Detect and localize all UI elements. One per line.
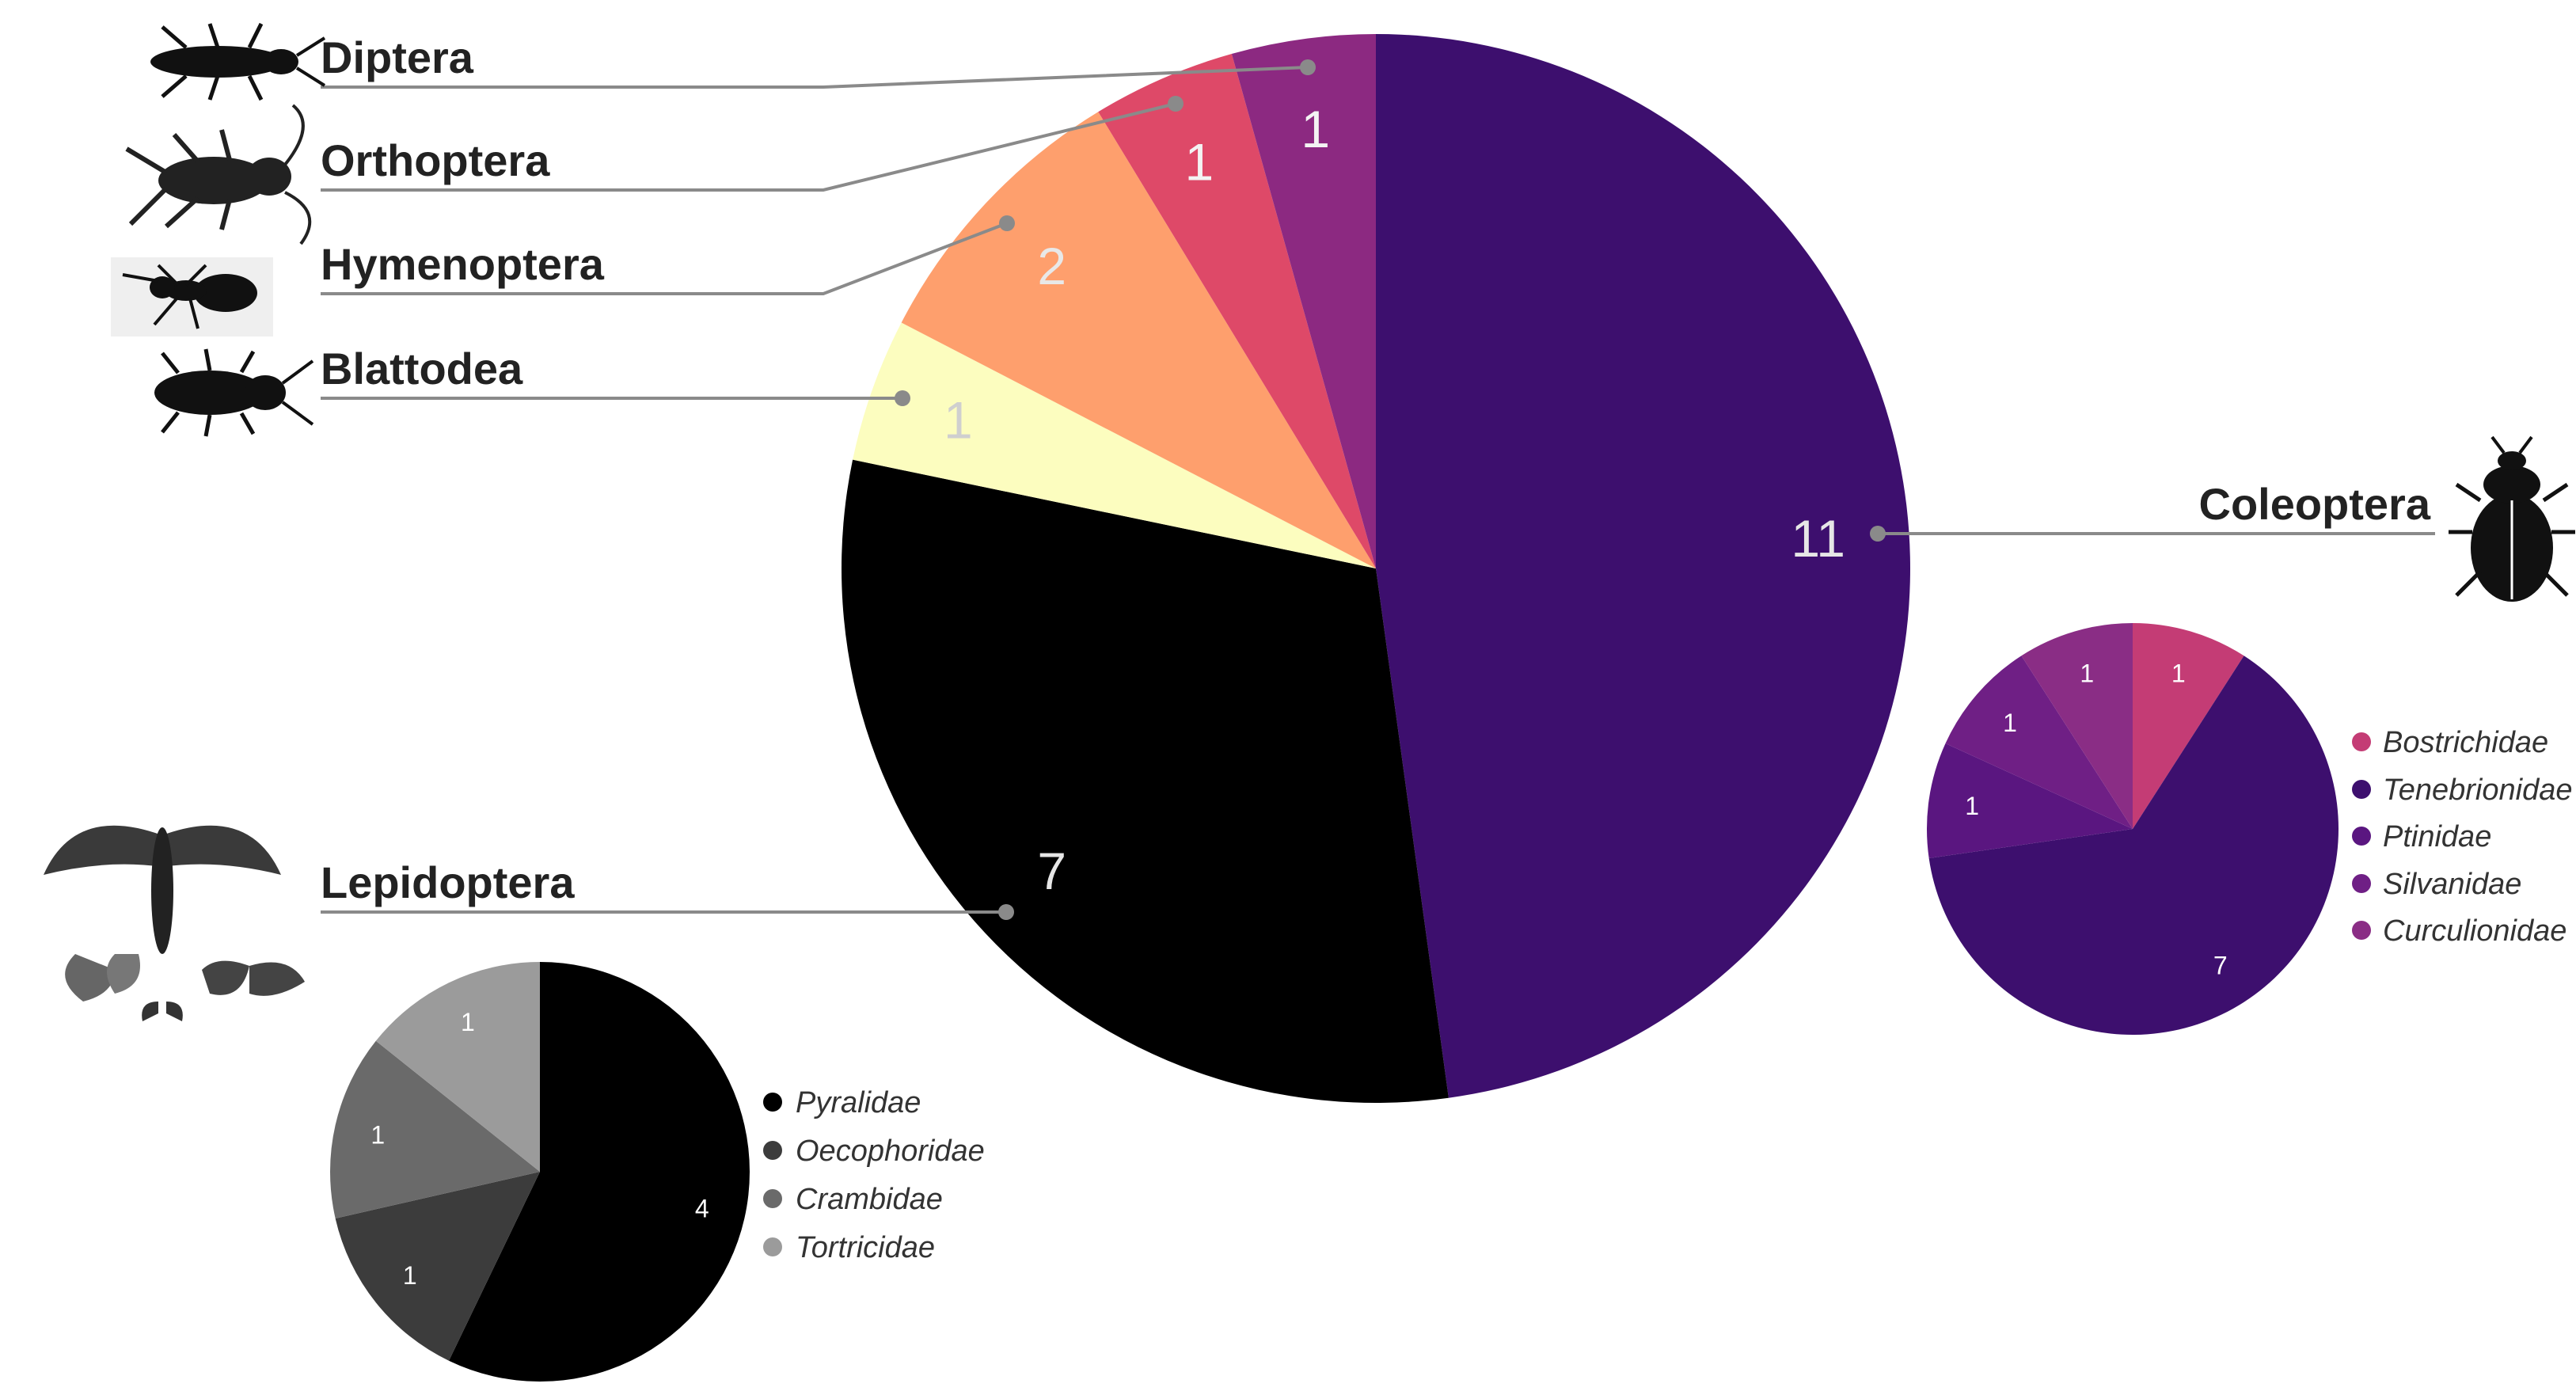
leader-dot-hymenoptera <box>999 215 1015 231</box>
lepidoptera-pie-slice-pyralidae <box>449 962 750 1382</box>
lepidoptera-pie-slice-crambidae <box>330 1040 540 1218</box>
legend-label-oecophoridae: Oecophoridae <box>796 1135 985 1168</box>
leader-orthoptera <box>321 102 1176 192</box>
main-pie-slice-coleoptera <box>1376 34 1911 1098</box>
order-label-orthoptera: Orthoptera <box>321 135 550 185</box>
legend-label-curculionidae: Curculionidae <box>2383 914 2567 948</box>
legend-label-crambidae: Crambidae <box>796 1183 943 1216</box>
lepidoptera-family-pie <box>330 962 750 1382</box>
coleoptera-pie-value-label-tenebrionidae: 7 <box>2213 951 2228 979</box>
moth-icon <box>44 825 305 1021</box>
order-label-diptera: Diptera <box>321 32 474 82</box>
coleoptera-family-legend: Bostrichidae Tenebrionidae Ptinidae Silv… <box>2352 726 2572 948</box>
leader-dot-coleoptera <box>1870 526 1886 542</box>
legend-label-pyralidae: Pyralidae <box>796 1086 921 1119</box>
main-pie-value-label-orthoptera: 1 <box>1185 132 1214 191</box>
legend-swatch-crambidae <box>763 1189 782 1208</box>
leader-dot-lepidoptera <box>998 904 1014 920</box>
legend-label-bostrichidae: Bostrichidae <box>2383 726 2548 759</box>
order-label-hymenoptera: Hymenoptera <box>321 239 605 289</box>
lepidoptera-family-legend: Pyralidae Oecophoridae Crambidae Tortric… <box>763 1086 985 1264</box>
fly-icon <box>150 22 326 101</box>
main-pie-value-label-coleoptera: 11 <box>1791 509 1845 568</box>
leader-dot-orthoptera <box>1168 96 1184 112</box>
main-pie-slice-hymenoptera <box>901 112 1376 568</box>
main-pie-slice-lepidoptera <box>842 459 1449 1103</box>
legend-swatch-bostrichidae <box>2352 732 2371 751</box>
cricket-icon <box>125 104 312 245</box>
legend-swatch-silvanidae <box>2352 874 2371 893</box>
lepidoptera-pie-value-label-tortricidae: 1 <box>461 1008 475 1036</box>
legend-label-tortricidae: Tortricidae <box>796 1231 935 1264</box>
leader-hymenoptera <box>321 222 1008 295</box>
main-pie-value-label-diptera: 1 <box>1301 100 1330 158</box>
legend-label-silvanidae: Silvanidae <box>2383 868 2521 901</box>
legend-swatch-pyralidae <box>763 1093 782 1112</box>
legend-swatch-tenebrionidae <box>2352 780 2371 799</box>
lepidoptera-pie-value-label-oecophoridae: 1 <box>403 1261 417 1290</box>
leader-dot-diptera <box>1300 59 1316 75</box>
coleoptera-pie-slice-tenebrionidae <box>1928 656 2339 1036</box>
cockroach-icon <box>154 348 314 437</box>
coleoptera-pie-value-label-ptinidae: 1 <box>1965 792 1979 820</box>
main-pie-slice-blattodea <box>853 322 1376 568</box>
leader-dot-blattodea <box>895 390 910 406</box>
coleoptera-pie-slice-bostrichidae <box>2133 623 2244 829</box>
lepidoptera-pie-value-label-crambidae: 1 <box>370 1120 385 1149</box>
lepidoptera-pie-slice-oecophoridae <box>335 1172 540 1361</box>
coleoptera-family-value-labels: 1 7 1 1 1 <box>1965 659 2228 979</box>
lepidoptera-pie-slice-tortricidae <box>375 962 540 1172</box>
order-leader-lines <box>321 59 2435 920</box>
coleoptera-family-pie <box>1927 623 2339 1036</box>
legend-label-ptinidae: Ptinidae <box>2383 820 2491 853</box>
coleoptera-pie-value-label-silvanidae: 1 <box>2003 709 2017 737</box>
coleoptera-pie-value-label-bostrichidae: 1 <box>2171 659 2186 687</box>
main-pie-slice-orthoptera <box>1098 54 1376 569</box>
coleoptera-pie-slice-silvanidae <box>1945 656 2133 829</box>
main-pie-value-label-lepidoptera: 7 <box>1037 842 1066 900</box>
lepidoptera-pie-value-label-pyralidae: 4 <box>695 1195 709 1223</box>
coleoptera-pie-value-label-curculionidae: 1 <box>2080 659 2094 687</box>
order-icons <box>44 22 2575 1021</box>
legend-swatch-oecophoridae <box>763 1141 782 1160</box>
main-pie-value-label-hymenoptera: 2 <box>1037 237 1066 295</box>
ant-icon <box>111 257 273 336</box>
order-label-lepidoptera: Lepidoptera <box>321 857 575 907</box>
main-pie-chart <box>842 34 1911 1103</box>
leader-diptera <box>321 66 1309 89</box>
legend-swatch-ptinidae <box>2352 827 2371 846</box>
legend-swatch-tortricidae <box>763 1237 782 1256</box>
main-pie-slice-diptera <box>1231 34 1376 568</box>
order-labels: Diptera Orthoptera Hymenoptera Blattodea… <box>321 32 2431 907</box>
main-pie-value-label-blattodea: 1 <box>944 390 973 449</box>
order-label-coleoptera: Coleoptera <box>2199 479 2431 529</box>
coleoptera-pie-slice-ptinidae <box>1927 743 2133 859</box>
coleoptera-pie-slice-curculionidae <box>2021 623 2133 829</box>
order-label-blattodea: Blattodea <box>321 344 523 393</box>
legend-label-tenebrionidae: Tenebrionidae <box>2383 774 2572 807</box>
beetle-icon <box>2449 435 2575 602</box>
legend-swatch-curculionidae <box>2352 921 2371 940</box>
lepidoptera-family-value-labels: 4 1 1 1 <box>370 1008 709 1290</box>
